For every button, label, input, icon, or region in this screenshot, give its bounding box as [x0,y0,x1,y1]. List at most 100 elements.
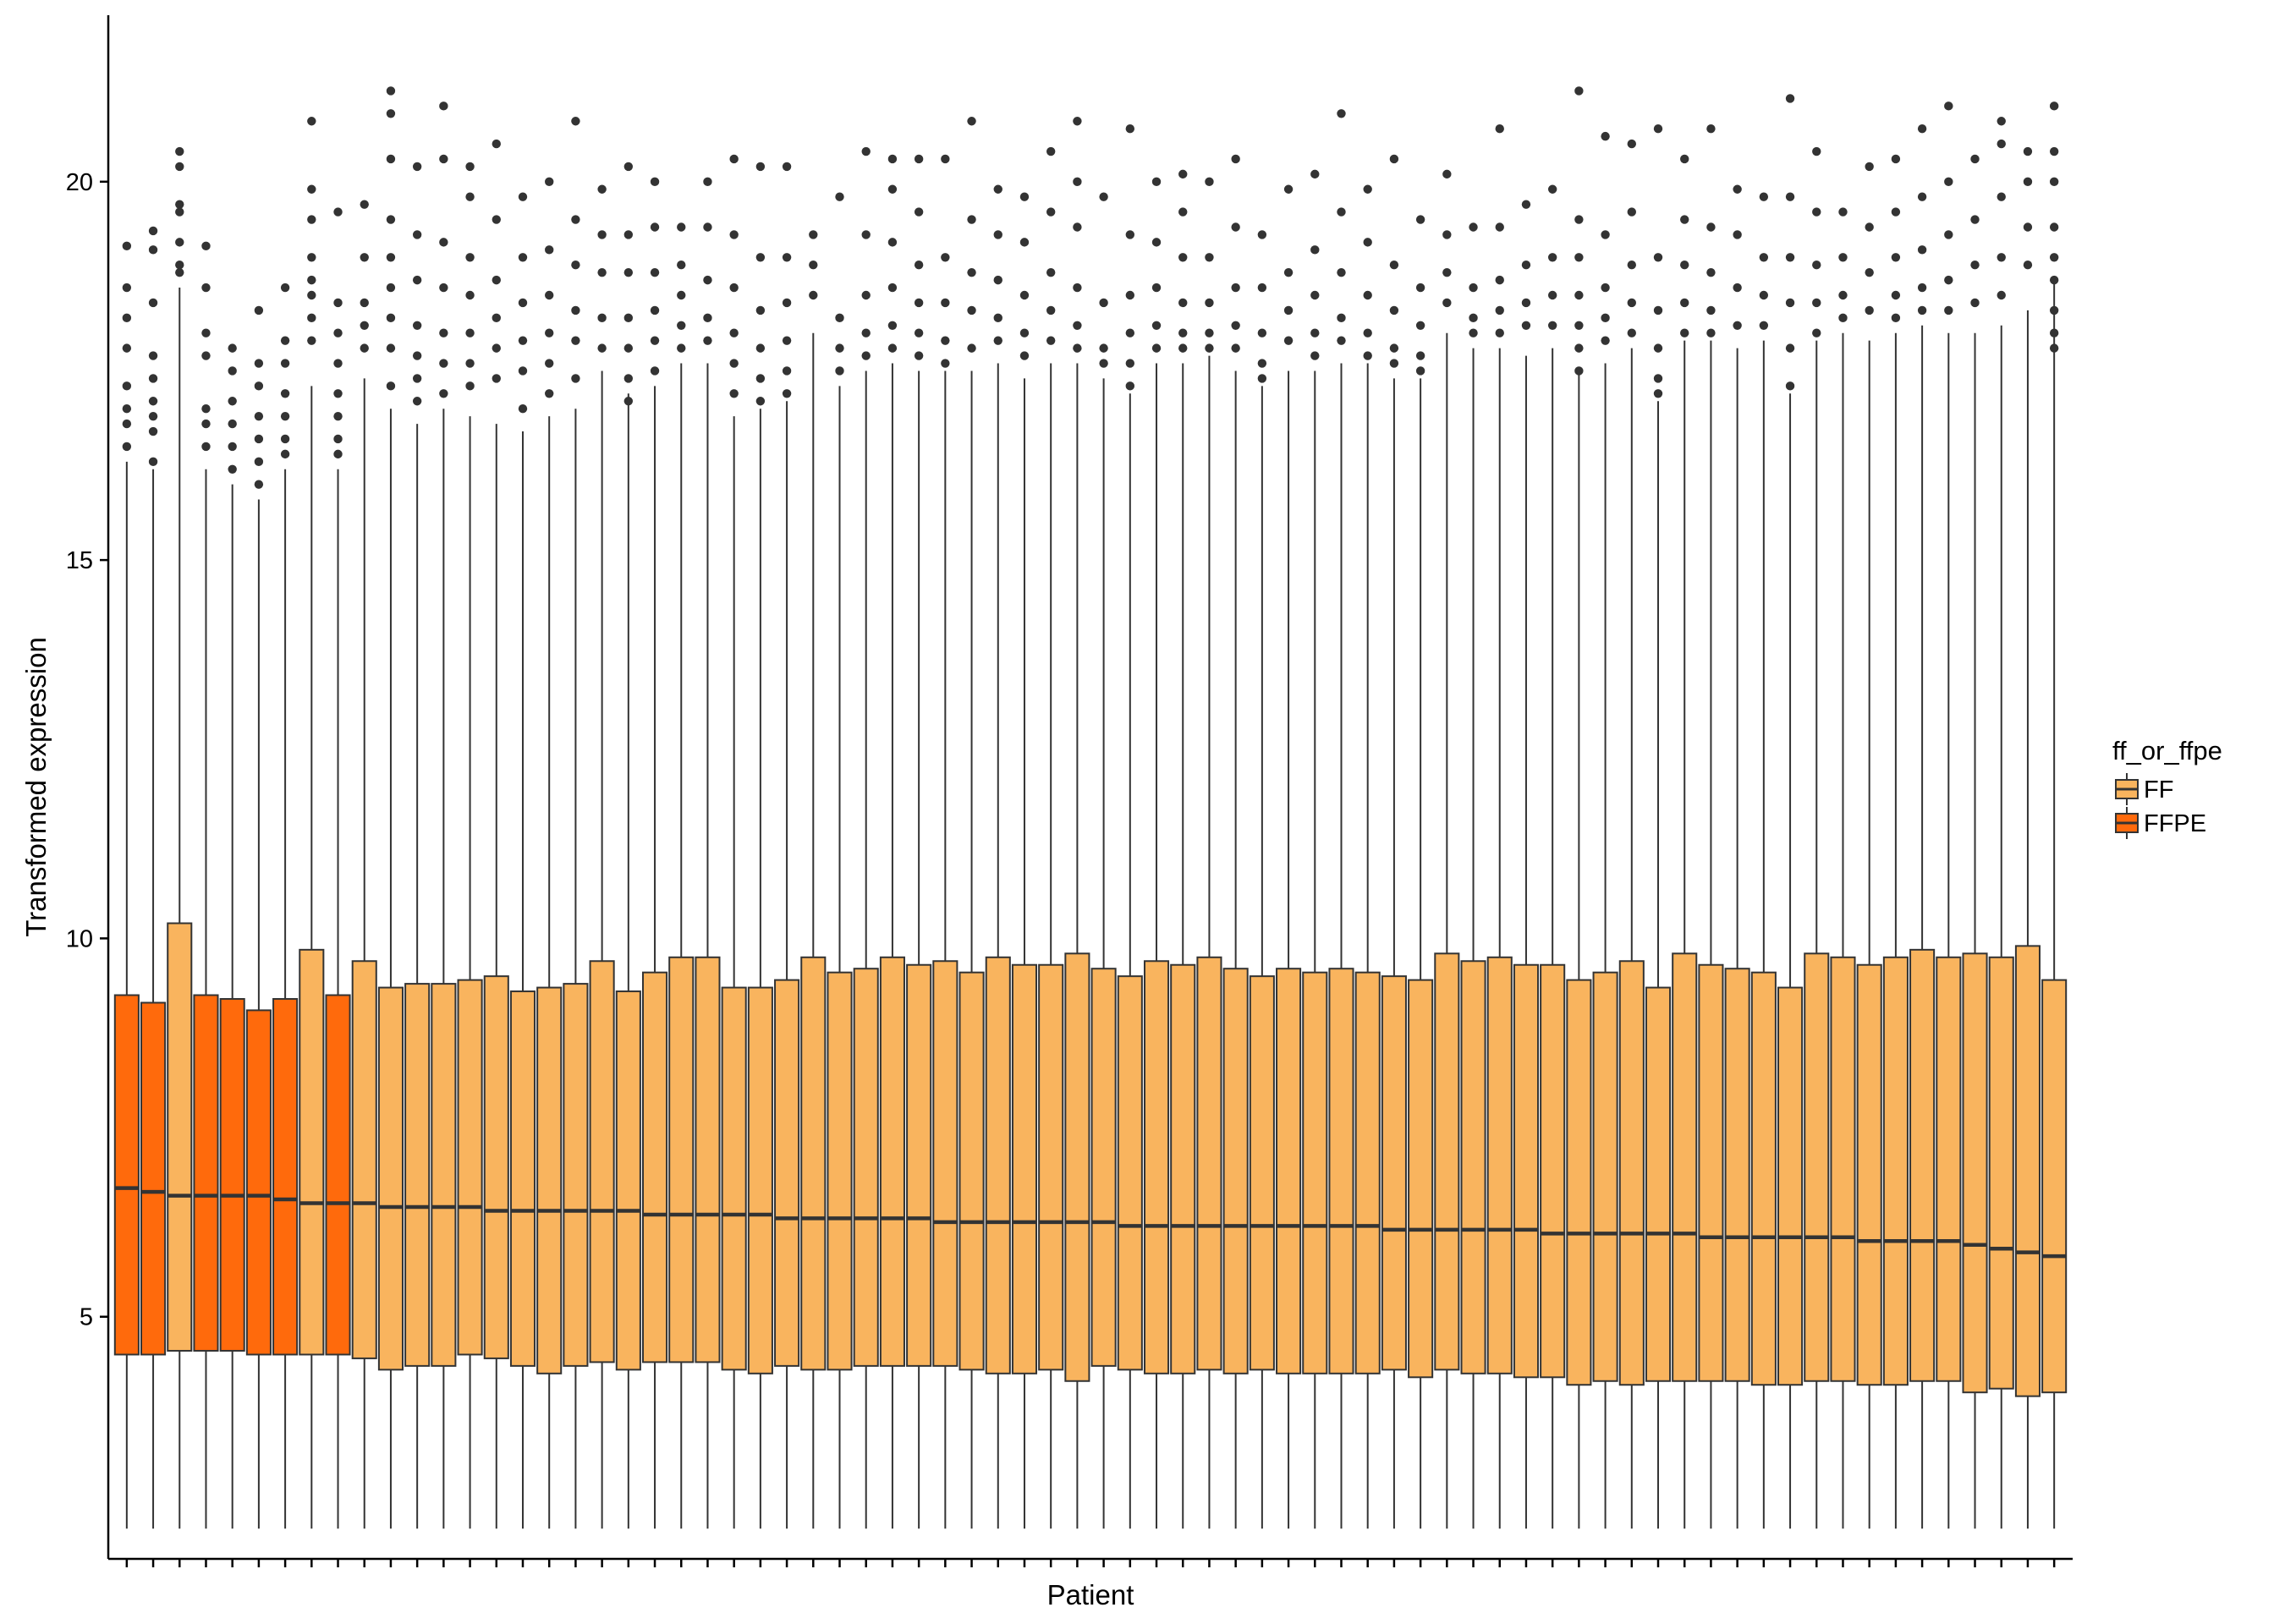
box-rect [404,983,431,1367]
outlier-point [650,222,660,232]
outlier-point [1019,290,1030,300]
outlier-point [993,336,1002,345]
outlier-point [1574,290,1584,300]
box-group [483,139,509,1529]
outlier-point [729,328,739,337]
outlier-point [122,283,132,293]
outlier-point [1838,253,1848,262]
box-group [668,222,695,1529]
box-rect [1566,979,1592,1386]
outlier-point [1891,154,1901,164]
box-group [1804,146,1830,1529]
box-group [615,162,641,1529]
box-group [774,162,800,1529]
outlier-point [914,328,924,337]
outlier-point [1019,192,1030,201]
outlier-point [122,419,132,429]
outlier-point [1257,283,1267,293]
outlier-point [782,389,792,398]
outlier-point [1891,290,1901,300]
outlier-point [175,207,184,217]
outlier-point [1944,230,1953,239]
box-rect [1882,956,1909,1386]
box-rect [272,997,299,1356]
outlier-point [729,283,739,293]
box-rect [1249,975,1275,1371]
outlier-point [307,253,316,262]
outlier-point [1151,321,1162,330]
outlier-point [2049,343,2059,353]
outlier-point [333,434,343,444]
outlier-point [1099,359,1108,368]
outlier-point [518,253,528,262]
outlier-point [254,411,264,421]
outlier-point [1178,207,1188,217]
box-group [1090,192,1117,1529]
box-rect [1856,963,1882,1386]
outlier-point [623,230,634,239]
outlier-point [993,275,1002,285]
outlier-point [623,313,634,323]
outlier-point [703,313,712,323]
outlier-point [175,162,184,172]
outlier-point [1838,313,1848,323]
outlier-point [755,397,766,406]
outlier-point [835,192,844,201]
outlier-point [492,313,501,323]
outlier-point [1363,184,1372,194]
outlier-point [1706,267,1716,277]
outlier-point [993,184,1002,194]
x-axis-title: Patient [1047,1579,1134,1610]
outlier-point [1073,321,1082,330]
outlier-point [412,321,422,330]
outlier-point [386,215,396,224]
box-group [1408,215,1434,1529]
outlier-point [1970,154,1980,164]
outlier-point [412,275,422,285]
outlier-point [1283,305,1294,315]
outlier-point [1442,230,1452,239]
outlier-point [280,449,290,459]
outlier-point [967,343,976,353]
box-rect [1090,968,1117,1367]
outlier-point [1337,109,1346,118]
x-ticks [125,1559,2056,1567]
outlier-point [1574,343,1584,353]
outlier-point [545,290,554,300]
outlier-point [1178,253,1188,262]
outlier-point [1337,313,1346,323]
outlier-point [1389,359,1399,368]
outlier-point [1389,343,1399,353]
outlier-point [1469,222,1478,232]
legend-entry: FF [2115,773,2173,805]
outlier-point [360,321,369,330]
outlier-point [941,336,950,345]
outlier-point [1944,177,1953,187]
outlier-point [1891,207,1901,217]
outlier-point [1680,215,1689,224]
outlier-point [122,241,132,251]
legend: ff_or_ffpe FF FFPE [2112,736,2222,839]
box-rect [906,963,932,1367]
outlier-point [518,298,528,308]
outlier-point [280,283,290,293]
outlier-point [1019,351,1030,360]
outlier-point [782,366,792,376]
outlier-point [1415,351,1425,360]
box-rect [245,1009,272,1356]
box-group [113,241,140,1529]
outlier-point [386,283,396,293]
outlier-point [1997,117,2006,126]
box-rect [167,922,193,1352]
outlier-point [307,275,316,285]
outlier-point [1151,283,1162,293]
box-group [695,177,721,1529]
box-rect [1962,952,1988,1394]
box-rect [827,971,853,1371]
outlier-point [1706,123,1716,134]
outlier-point [1125,230,1135,239]
outlier-point [571,374,580,383]
box-rect [747,986,773,1374]
outlier-point [623,267,634,277]
box-group [985,184,1011,1529]
